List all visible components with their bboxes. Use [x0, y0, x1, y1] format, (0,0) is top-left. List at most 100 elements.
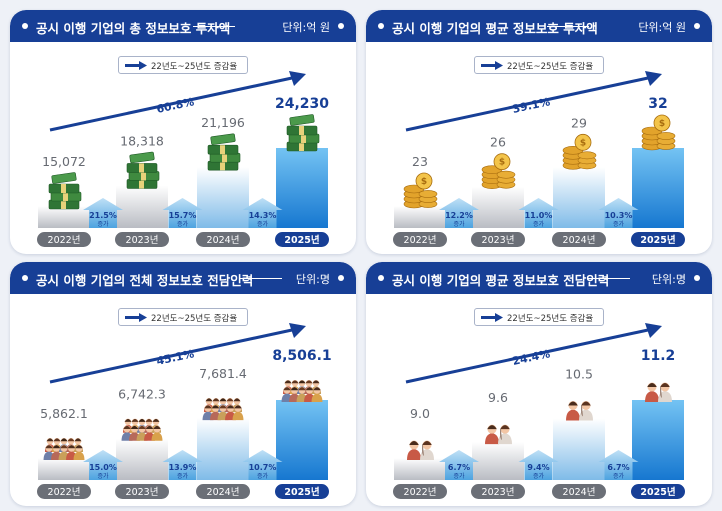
growth-arrow: [598, 450, 639, 480]
year-label: 2023년: [126, 235, 159, 246]
growth-word: 증가: [453, 472, 465, 480]
growth-arrow: [598, 198, 639, 228]
value-label: 29: [571, 115, 587, 130]
header-dot: [694, 275, 700, 281]
year-pill: [552, 484, 606, 499]
year-pill: [393, 232, 447, 247]
panel-header: 공시 이행 기업의 평균 정보보호 투자액 단위:억 원: [366, 10, 712, 42]
year-label: 2024년: [207, 235, 240, 246]
growth-word: 증가: [97, 472, 109, 480]
year-label: 2024년: [563, 235, 596, 246]
growth-word: 증가: [453, 220, 465, 228]
header-dot: [22, 275, 28, 281]
trend-arrow-head: [289, 323, 306, 338]
bar-chart: 45.1% 5,862.1 2022년 6,742.3 2023년 7,681.4 2024…: [37, 323, 332, 499]
value-label: 7,681.4: [199, 366, 247, 381]
bar-chart: 60.8% 15,072 2022년 18,318 2023년 21,196 2024년 24…: [37, 71, 329, 247]
growth-arrow: [83, 450, 123, 480]
legend-box: 22년도~25년도 증감율: [118, 308, 248, 326]
legend-arrow-icon: [125, 61, 147, 70]
money-stack-icon: [286, 114, 320, 152]
growth-percent: 10.3%: [605, 211, 633, 220]
value-label: 21,196: [201, 115, 245, 130]
bar: [553, 418, 605, 480]
svg-text:$: $: [421, 177, 427, 187]
growth-percent: 6.7%: [448, 463, 470, 472]
value-label: 15,072: [42, 154, 86, 169]
trend-arrow-head: [645, 71, 662, 86]
value-label: 26: [490, 135, 506, 150]
year-label: 2025년: [284, 486, 319, 498]
unit-label: 단위:명: [295, 273, 330, 286]
trend-arrow-line: [405, 328, 649, 384]
year-pill: [196, 232, 250, 247]
growth-word: 증가: [533, 472, 545, 480]
year-pill: [631, 484, 685, 499]
svg-text:$: $: [659, 119, 665, 129]
panel-header: 공시 이행 기업의 평균 정보보호 전담인력 단위:명: [366, 262, 712, 294]
year-pill: [275, 232, 329, 247]
bar: [116, 438, 168, 480]
growth-arrow: [242, 198, 283, 228]
people-pair-icon: [407, 440, 434, 460]
legend-label: 22년도~25년도 증감율: [507, 62, 594, 72]
chart-panel-average-investment: 공시 이행 기업의 평균 정보보호 투자액 단위:억 원 22년도~25년도 증감율…: [366, 10, 712, 254]
growth-percent: 14.3%: [249, 211, 277, 220]
header-dot: [378, 275, 384, 281]
bar: [276, 400, 328, 480]
bar: [632, 148, 684, 228]
coin-stack-icon: $: [641, 114, 676, 151]
growth-word: 증가: [97, 220, 109, 228]
year-pill: [471, 484, 525, 499]
overall-growth-label: 39.1%: [511, 95, 551, 116]
chart-title: 공시 이행 기업의 평균 정보보호 투자액: [392, 21, 598, 36]
year-pill: [37, 484, 91, 499]
legend-box: 22년도~25년도 증감율: [118, 56, 248, 74]
growth-arrow: [162, 198, 203, 228]
coin-stack-icon: $: [562, 133, 597, 170]
legend-label: 22년도~25년도 증감율: [507, 314, 594, 324]
growth-percent: 13.9%: [169, 463, 197, 472]
growth-percent: 12.2%: [445, 211, 473, 220]
value-label: 18,318: [120, 133, 164, 148]
trend-arrow-head: [645, 323, 662, 338]
value-label: 5,862.1: [40, 406, 88, 421]
bar: [116, 185, 168, 228]
overall-growth-label: 24.4%: [511, 347, 551, 368]
growth-percent: 6.7%: [607, 463, 629, 472]
coin-stack-icon: $: [481, 153, 516, 189]
svg-text:$: $: [580, 138, 586, 148]
growth-percent: 10.7%: [249, 463, 277, 472]
legend-arrow-icon: [481, 61, 503, 70]
growth-word: 증가: [177, 220, 189, 228]
bar: [472, 442, 524, 480]
year-label: 2025년: [640, 486, 675, 498]
bar: [553, 167, 605, 228]
people-group-icon: [121, 418, 163, 441]
people-group-icon: [281, 379, 323, 402]
legend-arrow-icon: [125, 313, 147, 322]
header-dot: [378, 23, 384, 29]
growth-word: 증가: [257, 472, 269, 480]
bar: [38, 458, 90, 480]
value-label: 23: [412, 154, 428, 169]
legend-box: 22년도~25년도 증감율: [474, 56, 604, 74]
unit-label: 단위:억 원: [282, 21, 330, 34]
panel-header: 공시 이행 기업의 총 정보보호 투자액 단위:억 원: [10, 10, 356, 42]
value-label: 11.2: [641, 348, 676, 364]
unit-label: 단위:억 원: [638, 21, 686, 34]
growth-arrow: [439, 450, 479, 480]
svg-text:$: $: [499, 158, 505, 168]
bar: [472, 186, 524, 228]
people-pair-icon: [566, 400, 593, 421]
year-label: 2023년: [482, 487, 515, 498]
year-pill: [471, 232, 525, 247]
year-pill: [37, 232, 91, 247]
header-rule: [240, 278, 282, 279]
value-label: 32: [648, 96, 667, 112]
people-group-icon: [202, 398, 244, 421]
year-pill: [393, 484, 447, 499]
growth-percent: 9.4%: [527, 463, 549, 472]
header-dot: [694, 23, 700, 29]
growth-percent: 15.0%: [89, 463, 117, 472]
